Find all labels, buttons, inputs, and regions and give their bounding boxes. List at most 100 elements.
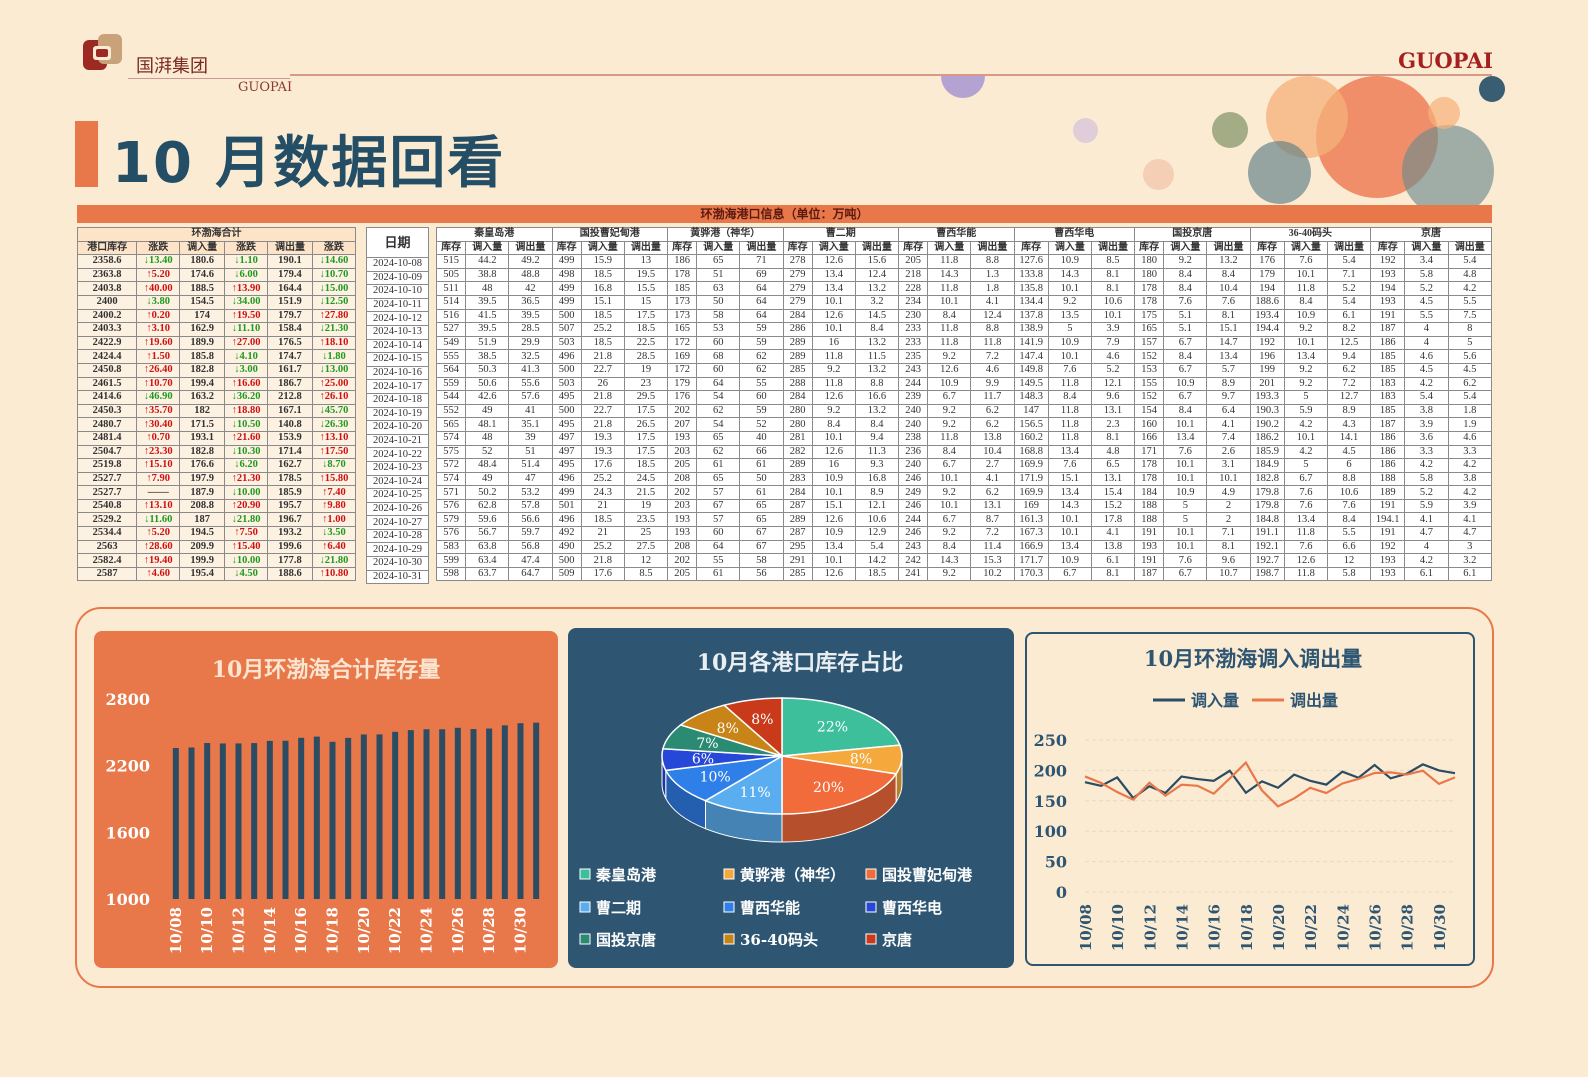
table-cell: 50 — [739, 471, 784, 487]
table-cell: 51.9 — [465, 335, 510, 351]
table-cell: ↓6.00 — [224, 267, 269, 283]
table-cell: 7.6 — [1283, 485, 1328, 500]
table-cell: 565 — [435, 417, 467, 432]
table-cell: 171.9 — [1013, 471, 1049, 487]
port-sub-header: 调出量 — [739, 240, 784, 256]
table-cell: 7.6 — [1283, 539, 1328, 555]
table-cell: 39.5 — [508, 308, 553, 324]
table-cell: 19.5 — [623, 267, 669, 283]
table-cell: 186.2 — [1249, 430, 1285, 446]
table-row: 511 48 42 499 16.8 15.5 185 63 64 279 13.4 13.2 228 1… — [435, 281, 1492, 296]
table-cell: 497 — [551, 444, 582, 460]
date-cell: 2024-10-10 — [366, 284, 429, 299]
table-cell: 8.4 — [1163, 281, 1208, 296]
table-cell: 22.7 — [580, 362, 625, 378]
table-cell: 6.2 — [1447, 376, 1492, 392]
table-cell: 208 — [666, 471, 698, 487]
table-cell: 193 — [666, 512, 698, 528]
table-cell: 149.5 — [1013, 376, 1049, 392]
table-cell: 152 — [1134, 390, 1165, 405]
table-cell: 160 — [1134, 417, 1165, 432]
table-cell: 28.5 — [623, 349, 669, 364]
date-cell: 2024-10-30 — [366, 556, 429, 571]
table-cell: 21.8 — [580, 390, 625, 405]
table-cell: 3.3 — [1447, 444, 1492, 460]
table-cell: 14.3 — [1047, 267, 1092, 283]
table-cell: 10.1 — [1047, 281, 1092, 296]
table-cell: 8.4 — [1326, 512, 1372, 528]
table-cell: 16 — [811, 335, 856, 351]
table-cell: 289 — [782, 335, 813, 351]
table-cell: 173 — [666, 294, 698, 310]
table-cell: 287 — [782, 498, 813, 514]
port-name-header: 国投京唐 — [1134, 227, 1251, 242]
table-cell: 9.2 — [927, 485, 972, 500]
table-cell: 10.1 — [811, 294, 856, 310]
table-cell: 6 — [1326, 458, 1372, 473]
x-tick-label: 10/08 — [167, 907, 185, 954]
date-cell: 2024-10-16 — [366, 365, 429, 381]
table-cell: 178 — [1134, 458, 1165, 473]
table-cell: 244 — [897, 376, 929, 392]
bar — [219, 743, 226, 899]
table-cell: 4.1 — [1090, 526, 1136, 541]
table-cell: 5.8 — [1404, 267, 1449, 283]
table-cell: 66 — [739, 444, 784, 460]
table-cell: 177.8 — [267, 553, 313, 568]
page-title: 10 月数据回看 — [112, 131, 506, 196]
table-cell: 7.9 — [1090, 335, 1136, 351]
table-cell: 8 — [1447, 322, 1492, 337]
port-sub-header: 库存 — [1249, 240, 1285, 256]
header-brand: GUOPAI — [1398, 48, 1493, 73]
table-cell: 12.4 — [970, 308, 1015, 324]
summary-group-header: 环渤海合计 — [77, 227, 356, 242]
table-cell: 18.5 — [623, 322, 669, 337]
table-cell: 202 — [666, 553, 698, 568]
table-cell: 59 — [739, 335, 784, 351]
table-cell: 127.6 — [1013, 254, 1049, 269]
table-cell: 178.5 — [267, 471, 313, 487]
legend-label: 黄骅港（神华） — [740, 866, 845, 884]
table-cell: 56 — [739, 566, 784, 582]
table-cell: 187 — [1370, 417, 1406, 432]
table-cell: 165 — [1134, 322, 1165, 337]
table-cell: 148.3 — [1013, 390, 1049, 405]
table-cell: 56.7 — [465, 526, 510, 541]
table-row: 2400.2 ↑0.20 174 ↑19.50 179.7 ↑27.80 — [76, 308, 357, 324]
summary-col-header: 调入量 — [179, 240, 226, 256]
table-cell: 189 — [1370, 485, 1406, 500]
table-cell: 492 — [551, 526, 582, 541]
table-cell: 12.6 — [811, 512, 856, 528]
charts-frame — [75, 607, 1494, 988]
table-cell: 193.2 — [267, 526, 313, 541]
port-sub-header: 调出量 — [1206, 240, 1251, 256]
table-cell: 166 — [1134, 430, 1165, 446]
bar — [376, 734, 383, 899]
table-cell: 41 — [508, 403, 553, 419]
port-sub-header: 库存 — [1134, 240, 1165, 256]
x-tick-label: 10/18 — [324, 907, 342, 954]
table-cell: 8.4 — [854, 322, 900, 337]
table-cell: 15 — [623, 294, 669, 310]
table-cell: 51 — [696, 267, 741, 283]
table-cell: 5.4 — [1404, 390, 1449, 405]
table-cell: 188.6 — [1249, 294, 1285, 310]
table-cell: 10.1 — [811, 485, 856, 500]
table-cell: 8.4 — [1283, 294, 1328, 310]
table-cell: 6.7 — [1283, 471, 1328, 487]
table-cell: 11.8 — [1283, 526, 1328, 541]
table-cell: 183 — [1370, 376, 1406, 392]
table-cell: 190.3 — [1249, 403, 1285, 419]
table-cell: 160.2 — [1013, 430, 1049, 446]
table-cell: 515 — [435, 254, 467, 269]
table-cell: 218 — [897, 267, 929, 283]
table-cell: 54 — [696, 390, 741, 405]
table-cell: 1.3 — [970, 267, 1015, 283]
table-cell: 2481.4 — [76, 430, 138, 446]
decor-bubble — [1428, 97, 1460, 129]
chart-title: 10月环渤海调入调出量 — [1144, 646, 1362, 671]
table-cell: ↑15.80 — [311, 471, 357, 487]
table-cell: 62 — [739, 349, 784, 364]
table-cell: 157 — [1134, 335, 1165, 351]
table-cell: 23 — [623, 376, 669, 392]
